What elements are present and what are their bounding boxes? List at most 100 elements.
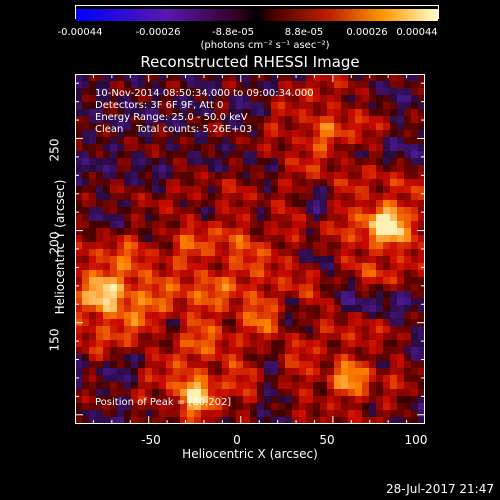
- heatmap-cell: [418, 200, 425, 208]
- heatmap-cell: [383, 270, 391, 278]
- heatmap-cell: [82, 354, 90, 362]
- heatmap-cell: [390, 214, 398, 222]
- heatmap-cell: [397, 361, 405, 369]
- heatmap-cell: [327, 333, 335, 341]
- heatmap-cell: [96, 88, 104, 96]
- heatmap-cell: [187, 95, 195, 103]
- heatmap-cell: [397, 130, 405, 138]
- heatmap-cell: [285, 305, 293, 313]
- heatmap-cell: [110, 291, 118, 299]
- heatmap-cell: [250, 242, 258, 250]
- heatmap-cell: [285, 242, 293, 250]
- heatmap-cell: [348, 312, 356, 320]
- heatmap-cell: [257, 214, 265, 222]
- heatmap-cell: [173, 214, 181, 222]
- heatmap-cell: [131, 291, 139, 299]
- heatmap-cell: [96, 277, 104, 285]
- heatmap-cell: [215, 116, 223, 124]
- plot-area: [75, 74, 425, 424]
- heatmap-cell: [236, 249, 244, 257]
- heatmap-cell: [271, 158, 279, 166]
- heatmap-cell: [145, 193, 153, 201]
- heatmap-cell: [152, 158, 160, 166]
- heatmap-cell: [82, 277, 90, 285]
- heatmap-cell: [411, 333, 419, 341]
- heatmap-cell: [376, 242, 384, 250]
- heatmap-cell: [292, 305, 300, 313]
- heatmap-cell: [201, 200, 209, 208]
- heatmap-cell: [327, 88, 335, 96]
- heatmap-cell: [390, 375, 398, 383]
- heatmap-cell: [173, 137, 181, 145]
- heatmap-cell: [271, 375, 279, 383]
- heatmap-cell: [418, 333, 425, 341]
- heatmap-cell: [96, 263, 104, 271]
- heatmap-cell: [103, 319, 111, 327]
- heatmap-cell: [236, 305, 244, 313]
- heatmap-cell: [257, 200, 265, 208]
- heatmap-cell: [138, 249, 146, 257]
- heatmap-cell: [250, 270, 258, 278]
- heatmap-cell: [180, 333, 188, 341]
- heatmap-cell: [194, 305, 202, 313]
- heatmap-cell: [215, 235, 223, 243]
- heatmap-cell: [236, 389, 244, 397]
- heatmap-cell: [222, 144, 230, 152]
- heatmap-cell: [215, 193, 223, 201]
- heatmap-cell: [411, 116, 419, 124]
- heatmap-cell: [236, 235, 244, 243]
- heatmap-cell: [390, 319, 398, 327]
- heatmap-cell: [376, 228, 384, 236]
- heatmap-cell: [124, 193, 132, 201]
- heatmap-cell: [348, 116, 356, 124]
- heatmap-cell: [306, 109, 314, 117]
- heatmap-cell: [390, 382, 398, 390]
- heatmap-cell: [215, 165, 223, 173]
- heatmap-cell: [362, 277, 370, 285]
- heatmap-cell: [383, 158, 391, 166]
- heatmap-cell: [124, 249, 132, 257]
- heatmap-cell: [334, 109, 342, 117]
- heatmap-cell: [82, 165, 90, 173]
- heatmap-cell: [124, 221, 132, 229]
- heatmap-cell: [278, 130, 286, 138]
- heatmap-cell: [376, 417, 384, 424]
- heatmap-cell: [334, 151, 342, 159]
- heatmap-cell: [334, 214, 342, 222]
- heatmap-cell: [341, 102, 349, 110]
- heatmap-cell: [327, 410, 335, 418]
- heatmap-cell: [131, 88, 139, 96]
- heatmap-cell: [348, 88, 356, 96]
- x-tick-label: 100: [404, 433, 428, 447]
- heatmap-cell: [390, 74, 398, 82]
- heatmap-cell: [215, 354, 223, 362]
- heatmap-cell: [201, 109, 209, 117]
- heatmap-cell: [369, 123, 377, 131]
- heatmap-cell: [355, 403, 363, 411]
- heatmap-cell: [341, 158, 349, 166]
- heatmap-cell: [166, 144, 174, 152]
- heatmap-cell: [257, 221, 265, 229]
- heatmap-cell: [355, 221, 363, 229]
- heatmap-cell: [89, 396, 97, 404]
- heatmap-cell: [334, 403, 342, 411]
- heatmap-cell: [89, 186, 97, 194]
- heatmap-cell: [341, 326, 349, 334]
- heatmap-cell: [173, 179, 181, 187]
- heatmap-cell: [96, 389, 104, 397]
- annotation-energy: Energy Range: 25.0 - 50.0 keV: [95, 112, 248, 123]
- heatmap-cell: [131, 410, 139, 418]
- heatmap-cell: [285, 200, 293, 208]
- heatmap-cell: [250, 305, 258, 313]
- heatmap-cell: [96, 291, 104, 299]
- heatmap-cell: [229, 291, 237, 299]
- heatmap-cell: [271, 291, 279, 299]
- heatmap-cell: [299, 193, 307, 201]
- heatmap-cell: [271, 179, 279, 187]
- heatmap-cell: [215, 270, 223, 278]
- heatmap-cell: [313, 116, 321, 124]
- heatmap-cell: [75, 326, 83, 334]
- heatmap-cell: [117, 277, 125, 285]
- heatmap-cell: [271, 263, 279, 271]
- heatmap-cell: [341, 207, 349, 215]
